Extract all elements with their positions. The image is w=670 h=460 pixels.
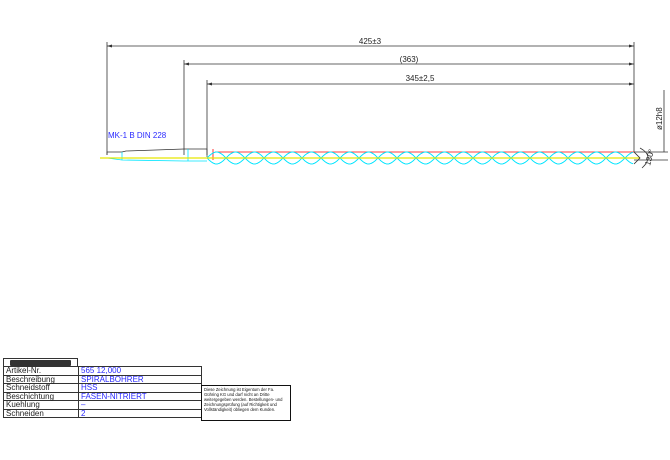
dim-diameter: ø12h8 (655, 107, 664, 130)
dim-reference-length: (363) (400, 55, 419, 64)
helix-curve (206, 151, 634, 165)
ownership-note: Diese Zeichnung ist Eigentum der Fa. Güh… (201, 385, 291, 421)
shank (106, 148, 208, 157)
extension-lines (106, 42, 668, 161)
shank-label: MK-1 B DIN 228 (108, 131, 167, 140)
shank-lower (106, 149, 207, 162)
table-row: Artikel-Nr. 565 12,000 (3, 366, 202, 376)
helix-curve (206, 151, 634, 165)
specification-table: Artikel-Nr. 565 12,000 Beschreibung SPIRAL… (3, 366, 202, 418)
table-row: Schneidstoff HSS (3, 383, 202, 393)
angle-arc (639, 147, 649, 169)
table-row: Schneiden 2 (3, 408, 202, 418)
table-row: Beschichtung FASEN-NITRIERT (3, 391, 202, 401)
table-row: Kuehlung – (3, 400, 202, 410)
flute-helix (206, 151, 634, 165)
table-header (3, 358, 78, 367)
dim-overall-length: 425±3 (359, 37, 382, 46)
drill-point (633, 151, 641, 165)
dim-flute-length: 345±2,5 (406, 74, 435, 83)
dim-point-angle: 130° (643, 148, 656, 166)
